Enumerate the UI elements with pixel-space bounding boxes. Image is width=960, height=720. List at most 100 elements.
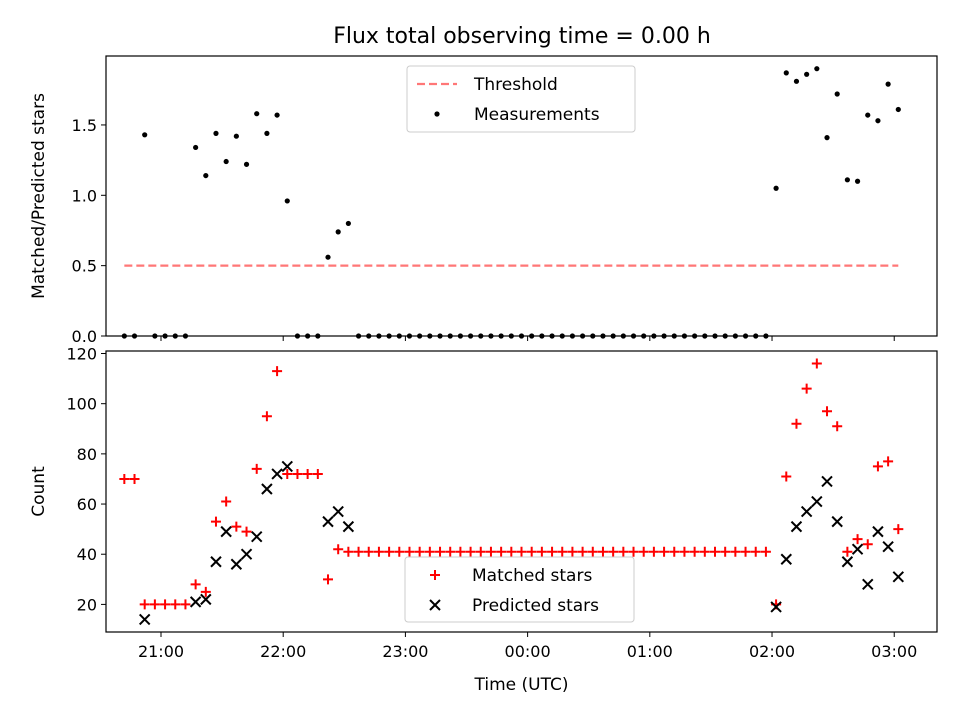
matched-star-point — [231, 521, 242, 532]
x-tick-label: 23:00 — [382, 642, 428, 661]
measurement-point — [345, 220, 351, 227]
matched-star-point — [648, 546, 659, 557]
measurement-point — [131, 333, 138, 339]
measurement-point — [223, 158, 229, 165]
matched-star-point — [883, 456, 894, 467]
measurement-point — [590, 333, 596, 339]
matched-star-point — [404, 546, 415, 557]
matched-star-point — [832, 421, 843, 432]
measurement-point — [865, 112, 871, 118]
measurement-point — [406, 333, 413, 339]
matched-star-point — [373, 546, 384, 557]
matched-star-point — [587, 546, 598, 557]
matched-star-point — [302, 468, 313, 479]
measurement-point — [854, 178, 861, 184]
predicted-star-point — [230, 558, 243, 570]
predicted-star-point — [200, 593, 212, 606]
measurement-point — [162, 333, 168, 339]
matched-star-point — [323, 574, 334, 585]
matched-star-point — [567, 546, 578, 557]
measurement-point — [274, 112, 280, 118]
matched-star-point — [557, 546, 568, 557]
matched-star-point — [160, 599, 171, 610]
matched-star-point — [679, 546, 690, 557]
measurement-point — [457, 333, 463, 339]
matched-star-point — [200, 586, 211, 597]
measurement-point — [264, 130, 270, 136]
x-tick-label: 02:00 — [749, 642, 795, 661]
chart-title: Flux total observing time = 0.00 h — [333, 24, 711, 49]
matched-star-point — [282, 468, 293, 479]
matched-star-point — [343, 546, 354, 557]
matched-star-point — [872, 461, 883, 472]
y-tick-label: 1.5 — [72, 116, 97, 135]
matched-star-point — [190, 579, 201, 590]
matched-star-point — [485, 546, 496, 557]
predicted-star-point — [210, 556, 222, 568]
y-axis-label: Matched/Predicted stars — [29, 93, 49, 299]
measurement-point — [671, 333, 677, 339]
measurement-point — [305, 333, 311, 339]
measurement-point — [213, 130, 219, 136]
matched-star-point — [760, 546, 771, 557]
measurement-point — [763, 333, 769, 339]
measurement-point — [773, 185, 779, 191]
matched-star-point — [149, 599, 160, 610]
matched-star-point — [608, 546, 619, 557]
measurement-point — [233, 133, 239, 139]
matched-star-point — [272, 366, 283, 377]
matched-star-point — [791, 418, 802, 429]
measurement-point — [193, 144, 199, 151]
matched-star-point — [618, 546, 629, 557]
measurement-point — [467, 333, 474, 339]
measurement-point — [742, 333, 749, 339]
y-tick-label: 0.5 — [72, 257, 97, 276]
measurement-point — [478, 333, 484, 339]
predicted-star-point — [271, 468, 283, 480]
measurement-point — [722, 333, 728, 339]
measurement-point — [753, 333, 759, 339]
matched-star-point — [506, 546, 517, 557]
measurement-point — [793, 78, 800, 84]
matched-star-point — [180, 599, 191, 610]
measurement-point — [386, 333, 392, 339]
measurement-point — [559, 333, 565, 339]
predicted-star-point — [261, 483, 273, 495]
measurement-point — [549, 333, 555, 339]
matched-star-point — [496, 546, 507, 557]
x-tick-label: 01:00 — [627, 642, 673, 661]
measurement-point — [488, 333, 494, 339]
matched-star-point — [781, 471, 792, 482]
legend-label: Predicted stars — [472, 596, 599, 616]
measurement-point — [142, 132, 148, 138]
measurement-point — [335, 229, 341, 235]
matched-star-point — [384, 546, 395, 557]
y-tick-label: 0.0 — [72, 327, 97, 346]
legend-box — [406, 65, 636, 133]
measurement-point — [692, 333, 698, 339]
measurement-point — [284, 198, 290, 204]
predicted-star-point — [811, 495, 823, 508]
x-axis-label: Time (UTC) — [474, 675, 569, 695]
plot-frame — [105, 350, 938, 633]
predicted-star-point — [892, 571, 905, 583]
predicted-star-point — [800, 505, 813, 518]
x-tick-label: 03:00 — [871, 642, 917, 661]
measurement-point — [681, 333, 688, 339]
y-tick-label: 120 — [66, 345, 97, 364]
measurement-point — [569, 333, 576, 339]
measurement-point — [182, 333, 189, 339]
predicted-star-point — [138, 613, 151, 626]
measurement-point — [417, 333, 423, 339]
measurement-point — [630, 333, 637, 339]
measurement-point — [427, 333, 433, 339]
matched-star-point — [475, 546, 486, 557]
matched-star-point — [699, 546, 710, 557]
predicted-star-point — [342, 520, 355, 533]
matched-star-point — [424, 546, 435, 557]
measurement-point — [651, 333, 657, 339]
matched-star-point — [241, 526, 252, 537]
measurement-point — [732, 333, 738, 339]
measurement-point — [783, 70, 789, 76]
predicted-star-point — [780, 553, 792, 565]
